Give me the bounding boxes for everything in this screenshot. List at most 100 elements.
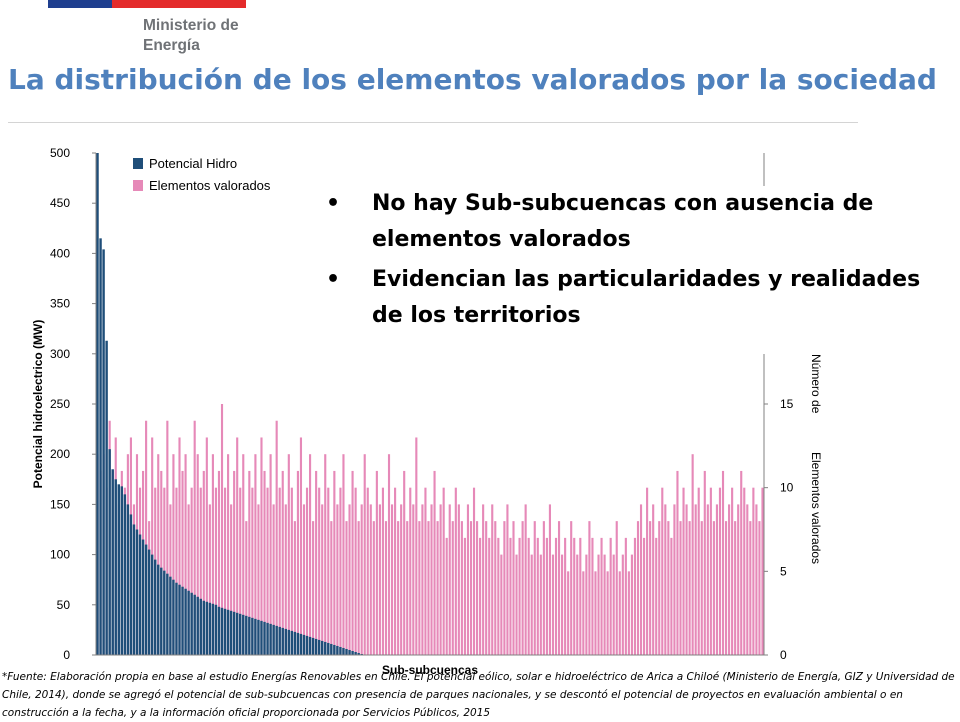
elements-bar	[682, 487, 685, 655]
hydro-bar	[327, 642, 330, 655]
elements-bar	[199, 487, 202, 655]
flag-red-band	[112, 0, 246, 8]
elements-bar	[515, 554, 518, 655]
elements-bar	[466, 504, 470, 655]
elements-bar	[403, 470, 406, 655]
elements-bar	[330, 521, 333, 655]
flag-stripe	[48, 0, 246, 8]
elements-bar	[178, 437, 181, 655]
elements-bar	[151, 437, 154, 655]
hydro-bar	[144, 544, 148, 655]
elements-bar	[348, 504, 351, 655]
hydro-bar	[317, 639, 321, 655]
elements-bar	[624, 537, 627, 655]
elements-bar	[724, 521, 728, 655]
elements-bar	[521, 521, 524, 655]
elements-bar	[257, 504, 260, 655]
left-tick-label: 200	[50, 447, 70, 461]
elements-bar	[275, 420, 278, 655]
hydro-bar	[299, 633, 303, 655]
left-tick-label: 300	[50, 347, 70, 361]
elements-bar	[299, 437, 303, 655]
elements-bar	[220, 404, 224, 655]
elements-bar	[166, 420, 169, 655]
callout-bullet-2: • Evidencian las particularidades y reali…	[316, 262, 956, 334]
elements-bar	[384, 521, 388, 655]
hydro-bar	[275, 625, 278, 655]
elements-bar	[412, 504, 415, 655]
hydro-bar	[105, 340, 108, 655]
elements-bar	[585, 554, 588, 655]
elements-bar	[731, 487, 734, 655]
hydro-bar	[302, 634, 306, 655]
elements-bar	[536, 537, 539, 655]
right-tick-label: 15	[780, 397, 794, 411]
elements-bar	[315, 470, 318, 655]
elements-bar	[321, 504, 324, 655]
elements-bar	[718, 487, 722, 655]
hydro-bar	[342, 647, 345, 655]
elements-bar	[442, 487, 445, 655]
elements-bar	[652, 504, 655, 655]
elements-bar	[627, 571, 630, 655]
callout-box: • No hay Sub-subcuencas con ausencia de e…	[316, 186, 956, 354]
elements-bar	[381, 487, 384, 655]
elements-bar	[233, 470, 236, 655]
elements-bar	[542, 521, 545, 655]
hydro-bar	[324, 641, 327, 655]
hydro-bar	[123, 494, 127, 655]
elements-bar	[554, 537, 558, 655]
elements-bar	[609, 537, 612, 655]
hydro-bar	[193, 594, 196, 655]
left-tick-label: 500	[50, 146, 70, 160]
elements-bar	[479, 537, 482, 655]
elements-bar	[658, 521, 661, 655]
elements-bar	[427, 521, 430, 655]
hydro-bar	[99, 238, 102, 655]
hydro-bar	[354, 651, 357, 655]
legend-label-elements: Elementos valorados	[149, 178, 271, 193]
hydro-bar	[172, 579, 175, 655]
hydro-bar	[345, 648, 348, 655]
elements-bar	[287, 454, 290, 655]
hydro-bar	[147, 549, 151, 655]
elements-bar	[390, 504, 394, 655]
elements-bar	[230, 504, 233, 655]
elements-bar	[606, 571, 609, 655]
elements-bar	[639, 504, 643, 655]
elements-bar	[202, 470, 205, 655]
hydro-bar	[320, 640, 324, 655]
elements-bar	[530, 554, 533, 655]
hydro-bar	[184, 588, 187, 655]
hydro-bar	[196, 596, 199, 655]
elements-bar	[424, 487, 427, 655]
elements-bar	[740, 470, 743, 655]
elements-bar	[363, 454, 366, 655]
elements-bar	[181, 470, 184, 655]
hydro-bar	[132, 524, 136, 655]
elements-bar	[700, 521, 703, 655]
elements-bar	[227, 454, 230, 655]
elements-bar	[375, 470, 378, 655]
hydro-bar	[254, 618, 257, 655]
hydro-bar	[311, 637, 315, 655]
elements-bar	[621, 554, 624, 655]
hydro-bar	[169, 576, 172, 655]
elements-bar	[463, 537, 466, 655]
elements-bar	[387, 454, 391, 655]
left-tick-label: 150	[50, 497, 70, 511]
ministry-line-2: Energía	[143, 37, 200, 54]
hydro-bar	[308, 636, 312, 655]
elements-bar	[743, 487, 746, 655]
elements-bar	[205, 437, 208, 655]
chart-axes: 0 50 100 150 200 250 300 350 400 450 500 0 5 10 15 Pote…	[31, 146, 823, 677]
elements-bar	[533, 521, 536, 655]
elements-bar	[336, 504, 339, 655]
elements-bar	[582, 571, 585, 655]
elements-bar	[430, 504, 433, 655]
ministry-logo-text: Ministerio de Energía	[143, 16, 239, 56]
elements-bar	[278, 487, 281, 655]
elements-bar	[476, 521, 479, 655]
elements-bar	[460, 521, 463, 655]
